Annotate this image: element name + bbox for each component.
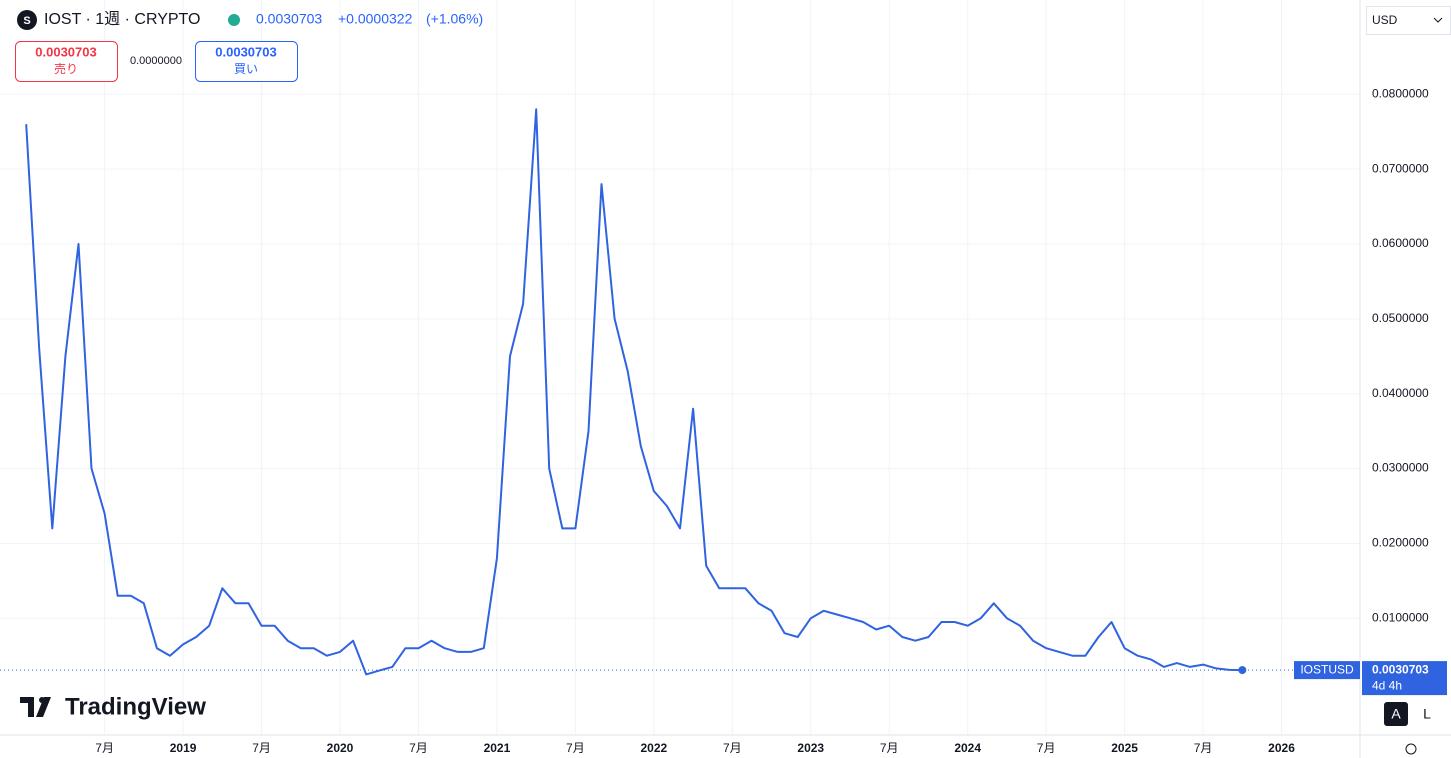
currency: USD <box>1372 13 1398 27</box>
change-pct: (+1.06%) <box>426 11 483 27</box>
sell-price: 0.0030703 <box>35 44 96 59</box>
y-tick-label: 0.0600000 <box>1372 236 1429 250</box>
plot <box>0 108 1360 676</box>
symbol[interactable]: IOST · 1週 · CRYPTO <box>44 10 200 28</box>
y-tick-label: 0.0300000 <box>1372 461 1429 475</box>
auto-scale-label: A <box>1391 706 1401 722</box>
x-tick-label: 2026 <box>1268 741 1295 755</box>
symbol-tag <box>1294 661 1360 680</box>
grid <box>0 0 1360 735</box>
dropdown-arrow <box>1433 17 1443 23</box>
settings-icon[interactable] <box>1405 743 1417 755</box>
x-tick-label: 2024 <box>954 741 981 755</box>
x-tick-label: 2021 <box>484 741 511 755</box>
auto-scale-button[interactable] <box>1384 702 1408 726</box>
x-tick-label: 7月 <box>880 741 899 755</box>
x-tick-label: 7月 <box>1194 741 1213 755</box>
buy-button[interactable] <box>195 41 298 82</box>
price: 0.0030703 <box>256 11 322 27</box>
logo: TradingView <box>65 693 206 720</box>
y-tick-label: 0.0700000 <box>1372 161 1429 175</box>
x-tick-label: 2020 <box>327 741 354 755</box>
sell-label: 売り <box>54 61 78 76</box>
price-label-box <box>1362 661 1447 696</box>
change: +0.0000322 <box>338 11 413 27</box>
x-tick-label: 2019 <box>170 741 197 755</box>
buy-price: 0.0030703 <box>215 44 276 59</box>
x-tick-label: 2025 <box>1111 741 1138 755</box>
x-tick-label: 7月 <box>723 741 742 755</box>
price-line <box>25 108 1243 676</box>
symbol-icon <box>17 10 37 30</box>
symbol-icon-glyph: S <box>23 15 30 27</box>
x-tick-label: 7月 <box>566 741 585 755</box>
y-tick-label: 0.0400000 <box>1372 386 1429 400</box>
price-label: 0.0030703 <box>1372 662 1429 676</box>
x-tick-label: 7月 <box>95 741 114 755</box>
buy-label: 買い <box>234 62 258 76</box>
x-tick-label: 7月 <box>252 741 271 755</box>
x-tick-label: 7月 <box>409 741 428 755</box>
x-tick-label: 2023 <box>797 741 824 755</box>
market-status[interactable] <box>228 14 240 26</box>
spread: 0.0000000 <box>130 55 182 67</box>
y-tick-label: 0.0800000 <box>1372 86 1429 100</box>
x-tick-label: 7月 <box>1037 741 1056 755</box>
y-tick-label: 0.0200000 <box>1372 536 1429 550</box>
logo-icon <box>39 697 45 703</box>
sell-button[interactable] <box>15 41 118 82</box>
y-tick-label: 0.0500000 <box>1372 311 1429 325</box>
symbol-tag-label: IOSTUSD <box>1300 662 1354 676</box>
log-scale-label[interactable]: L <box>1423 706 1431 722</box>
x-tick-label: 2022 <box>640 741 667 755</box>
countdown: 4d 4h <box>1372 678 1402 692</box>
last-point <box>1238 666 1247 675</box>
y-tick-label: 0.0100000 <box>1372 610 1429 624</box>
